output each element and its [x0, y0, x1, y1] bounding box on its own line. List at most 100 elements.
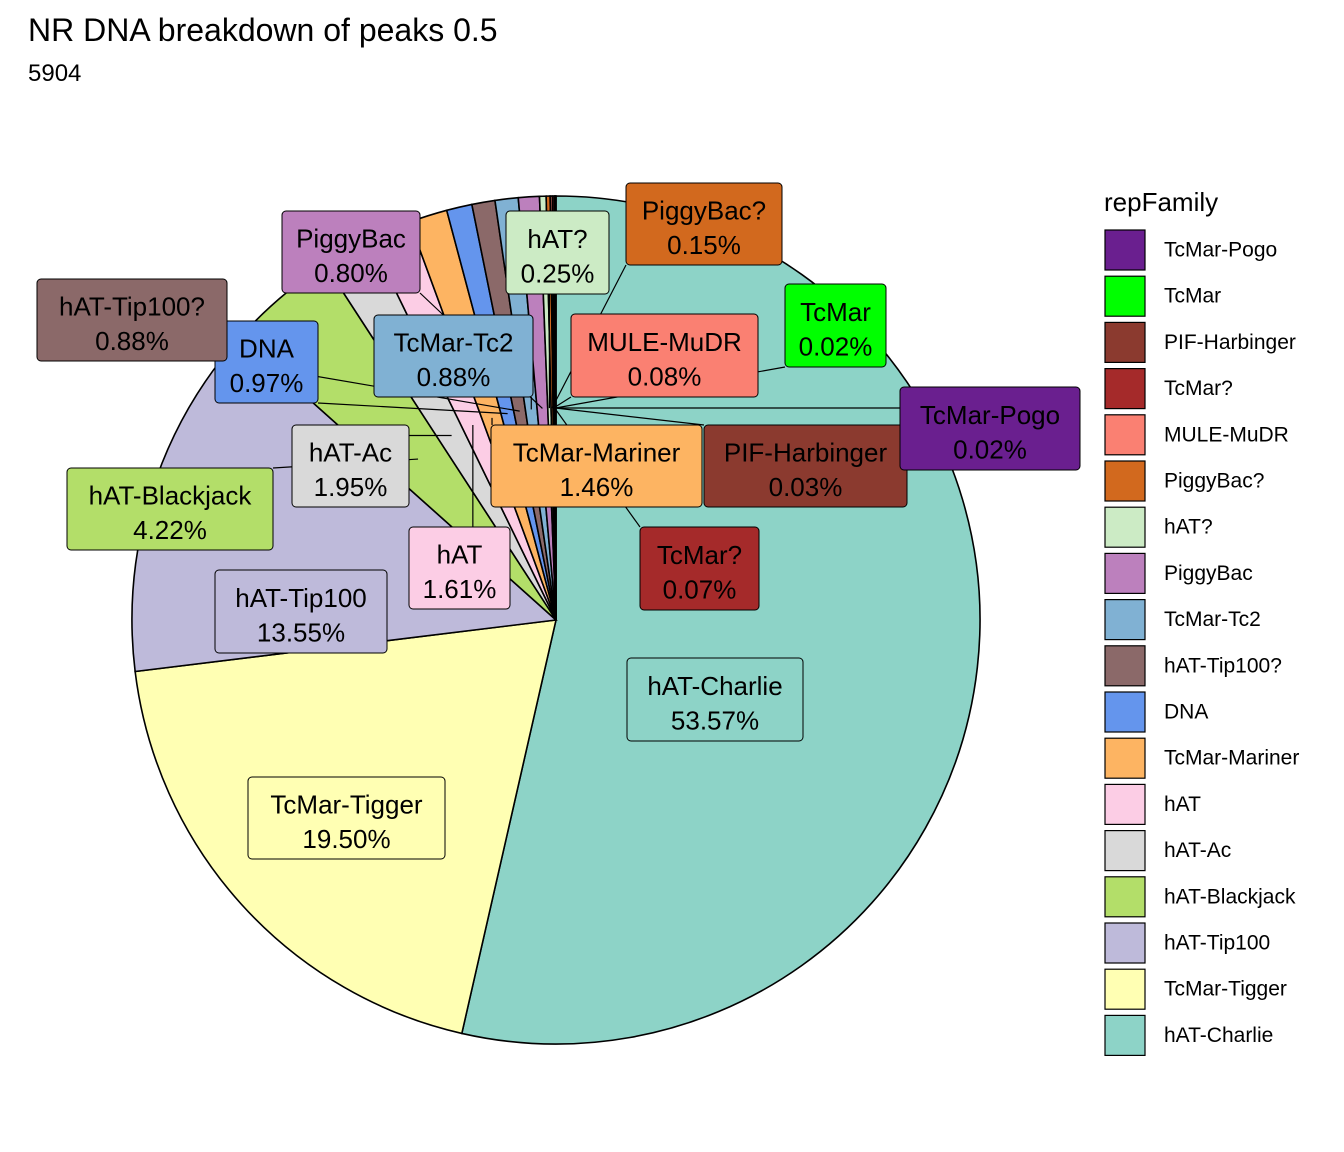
legend-item-hat-tip100-q: hAT-Tip100?: [1104, 645, 1282, 687]
slice-label-value: 53.57%: [671, 706, 759, 736]
legend-item-hat-charlie: hAT-Charlie: [1104, 1014, 1273, 1057]
legend-label: DNA: [1164, 701, 1208, 724]
slice-label-hat: hAT 1.61%: [408, 526, 511, 610]
legend-label: TcMar-Tigger: [1164, 978, 1287, 1001]
slice-label-piggybac: PiggyBac 0.80%: [281, 210, 421, 294]
slice-label-name: PIF-Harbinger: [724, 437, 888, 467]
slice-label-box: [490, 424, 703, 508]
slice-label-hat-charlie: hAT-Charlie 53.57%: [626, 657, 804, 742]
legend-title: repFamily: [1104, 187, 1218, 217]
slice-label-name: TcMar-Mariner: [513, 437, 681, 467]
chart-title: NR DNA breakdown of peaks 0.5: [28, 12, 498, 48]
slice-label-name: PiggyBac?: [642, 195, 766, 225]
slice-label-value: 19.50%: [302, 824, 390, 854]
slice-label-value: 0.25%: [521, 259, 595, 289]
legend-label: hAT-Tip100: [1164, 932, 1270, 955]
slice-label-name: DNA: [239, 333, 295, 363]
legend-label: hAT-Charlie: [1164, 1024, 1273, 1047]
slice-label-value: 1.61%: [423, 574, 497, 604]
slice-label-value: 0.08%: [628, 362, 702, 392]
slice-label-mule-mudr: MULE-MuDR 0.08%: [570, 313, 759, 398]
slice-label-box: [291, 424, 410, 508]
legend-swatch: [1104, 598, 1146, 641]
slice-label-value: 0.02%: [953, 435, 1027, 465]
slice-label-name: TcMar-Pogo: [920, 400, 1060, 430]
legend-swatch: [1104, 414, 1146, 456]
legend-swatch: [1104, 368, 1146, 410]
legend-swatch: [1104, 321, 1146, 363]
slice-label-box: [625, 182, 783, 266]
legend-swatch: [1104, 922, 1146, 964]
slice-label-box: [570, 313, 759, 398]
legend-item-pif-harbinger: PIF-Harbinger: [1104, 321, 1296, 363]
legend-item-hat-ac: hAT-Ac: [1104, 829, 1231, 872]
slice-label-box: [784, 283, 887, 368]
legend-label: TcMar-Mariner: [1164, 747, 1299, 770]
slice-label-box: [36, 278, 228, 362]
legend-item-tcmar-mariner: TcMar-Mariner: [1104, 737, 1299, 779]
legend-label: TcMar: [1164, 285, 1221, 308]
legend-swatch: [1104, 783, 1146, 826]
slice-label-dna: DNA 0.97%: [214, 320, 319, 404]
slice-label-name: hAT-Ac: [309, 437, 392, 467]
legend-label: MULE-MuDR: [1164, 423, 1289, 446]
slice-label-name: hAT?: [527, 224, 587, 254]
slice-label-box: [66, 467, 274, 551]
legend-item-tcmar-tc2: TcMar-Tc2: [1104, 598, 1261, 641]
legend-item-hat-tip100: hAT-Tip100: [1104, 922, 1270, 964]
slice-label-name: hAT-Tip100?: [59, 291, 205, 321]
slice-label-box: [214, 320, 319, 404]
slice-label-hat-q: hAT? 0.25%: [505, 210, 610, 295]
slice-label-box: [899, 386, 1081, 471]
slice-label-box: [247, 776, 446, 860]
legend-label: TcMar?: [1164, 377, 1233, 400]
slice-label-value: 0.03%: [769, 472, 843, 502]
slice-label-value: 0.02%: [799, 332, 873, 362]
legend-label: PiggyBac?: [1164, 470, 1264, 493]
legend-swatch: [1104, 645, 1146, 687]
legend-swatch: [1104, 829, 1146, 872]
slice-label-hat-blackjack: hAT-Blackjack 4.22%: [66, 467, 274, 551]
slice-label-box: [626, 657, 804, 742]
slice-label-piggybac-q: PiggyBac? 0.15%: [625, 182, 783, 266]
slice-label-value: 0.15%: [667, 230, 741, 260]
leader-line-pif-harbinger: [555, 407, 705, 426]
slice-label-pif-harbinger: PIF-Harbinger 0.03%: [703, 424, 908, 508]
legend-label: hAT: [1164, 793, 1201, 816]
legend-label: TcMar-Pogo: [1164, 239, 1277, 262]
slice-label-value: 0.88%: [95, 326, 169, 356]
slice-label-box: [505, 210, 610, 295]
slice-label-name: hAT-Charlie: [647, 671, 782, 701]
legend-item-dna: DNA: [1104, 691, 1208, 733]
legend-item-tcmar-tigger: TcMar-Tigger: [1104, 968, 1287, 1010]
legend-swatch: [1104, 506, 1146, 548]
legend-label: TcMar-Tc2: [1164, 608, 1261, 631]
slice-label-value: 4.22%: [133, 515, 207, 545]
slice-label-value: 0.07%: [663, 575, 737, 605]
slice-label-tcmar-q: TcMar? 0.07%: [639, 526, 760, 611]
legend-item-tcmar: TcMar: [1104, 275, 1221, 317]
legend-label: hAT-Ac: [1164, 839, 1231, 862]
legend-item-tcmar-pogo: TcMar-Pogo: [1104, 229, 1277, 271]
legend-label: hAT-Tip100?: [1164, 654, 1282, 677]
legend-item-hat-blackjack: hAT-Blackjack: [1104, 876, 1296, 918]
legend-swatch: [1104, 552, 1146, 595]
slice-label-value: 1.95%: [314, 472, 388, 502]
slice-label-value: 13.55%: [257, 618, 345, 648]
slice-label-tcmar-pogo: TcMar-Pogo 0.02%: [899, 386, 1081, 471]
slice-label-name: hAT-Tip100: [235, 583, 367, 613]
slice-label-name: hAT: [437, 539, 483, 569]
slice-label-value: 0.88%: [417, 362, 491, 392]
leader-line-mule-mudr: [553, 396, 572, 409]
legend-item-tcmar-q: TcMar?: [1104, 368, 1233, 410]
legend-item-hat: hAT: [1104, 783, 1201, 826]
slice-label-hat-tip100-q: hAT-Tip100? 0.88%: [36, 278, 228, 362]
slice-label-box: [214, 569, 388, 654]
slice-label-hat-ac: hAT-Ac 1.95%: [291, 424, 410, 508]
slice-label-value: 0.97%: [230, 368, 304, 398]
slice-label-tcmar-mariner: TcMar-Mariner 1.46%: [490, 424, 703, 508]
slice-label-value: 0.80%: [314, 258, 388, 288]
leader-line-dna: [317, 402, 508, 415]
legend-swatch: [1104, 968, 1146, 1010]
slice-label-box: [408, 526, 511, 610]
